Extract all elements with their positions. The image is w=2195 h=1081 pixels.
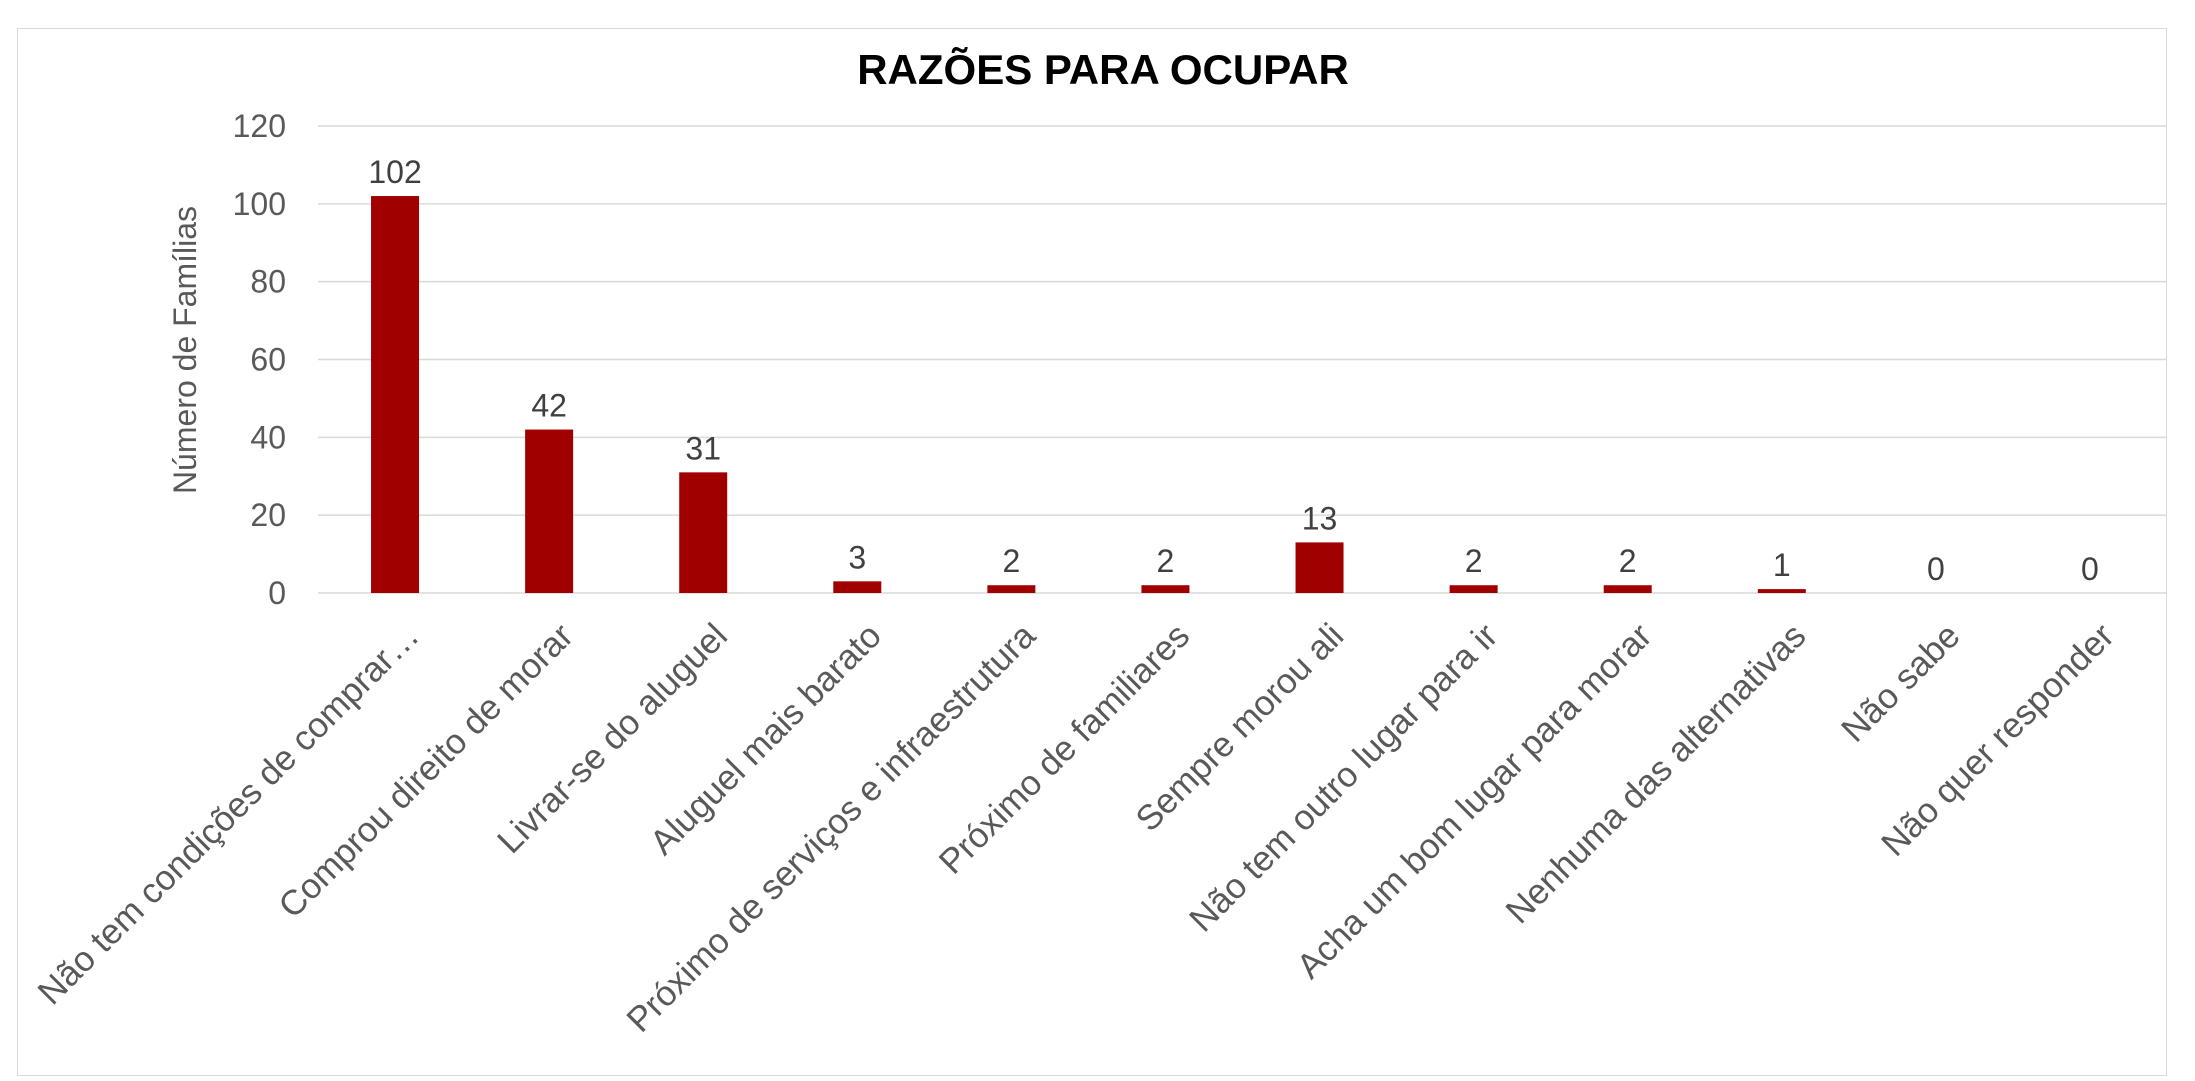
category-label: Não tem outro lugar para ir [1182, 616, 1506, 940]
y-tick-label: 100 [233, 186, 286, 222]
gridlines [318, 125, 2167, 594]
data-label: 1 [1773, 547, 1791, 583]
category-label: Não sabe [1834, 616, 1968, 750]
bar [1295, 542, 1344, 593]
data-labels: 102 42 31 3 2 2 13 2 2 1 0 0 [368, 154, 2099, 587]
data-label: 0 [2081, 551, 2099, 587]
bar [1449, 585, 1498, 593]
y-tick-label: 120 [233, 108, 286, 144]
y-axis-ticks: 0 20 40 60 80 100 120 [233, 108, 286, 611]
data-label: 2 [1157, 543, 1175, 579]
y-tick-label: 40 [250, 419, 286, 455]
data-label: 2 [1619, 543, 1637, 579]
data-label: 13 [1302, 500, 1338, 536]
bar [987, 585, 1036, 593]
y-tick-label: 0 [268, 575, 286, 611]
bar [1603, 585, 1652, 593]
bar [1757, 589, 1806, 593]
bar [679, 472, 728, 593]
category-label: Nenhuma das alternativas [1498, 616, 1813, 931]
bar [525, 429, 574, 593]
data-label: 31 [685, 430, 721, 466]
data-label: 3 [848, 539, 866, 575]
bar [371, 196, 420, 594]
data-label: 102 [368, 154, 421, 190]
category-label: Comprou direito de morar [271, 616, 581, 926]
category-labels: Não tem condições de comprar…Comprou dir… [30, 616, 2121, 1040]
data-label: 2 [1002, 543, 1020, 579]
data-label: 42 [531, 388, 567, 424]
y-tick-label: 80 [250, 264, 286, 300]
bars [371, 196, 1806, 594]
category-label: Próximo de familiares [932, 616, 1198, 882]
data-label: 0 [1927, 551, 1945, 587]
y-tick-label: 60 [250, 342, 286, 378]
chart-title: RAZÕES PARA OCUPAR [857, 45, 1349, 93]
y-tick-label: 20 [250, 497, 286, 533]
bar [833, 581, 882, 593]
y-axis-label: Número de Famílias [167, 206, 203, 494]
data-label: 2 [1465, 543, 1483, 579]
bar [1141, 585, 1190, 593]
